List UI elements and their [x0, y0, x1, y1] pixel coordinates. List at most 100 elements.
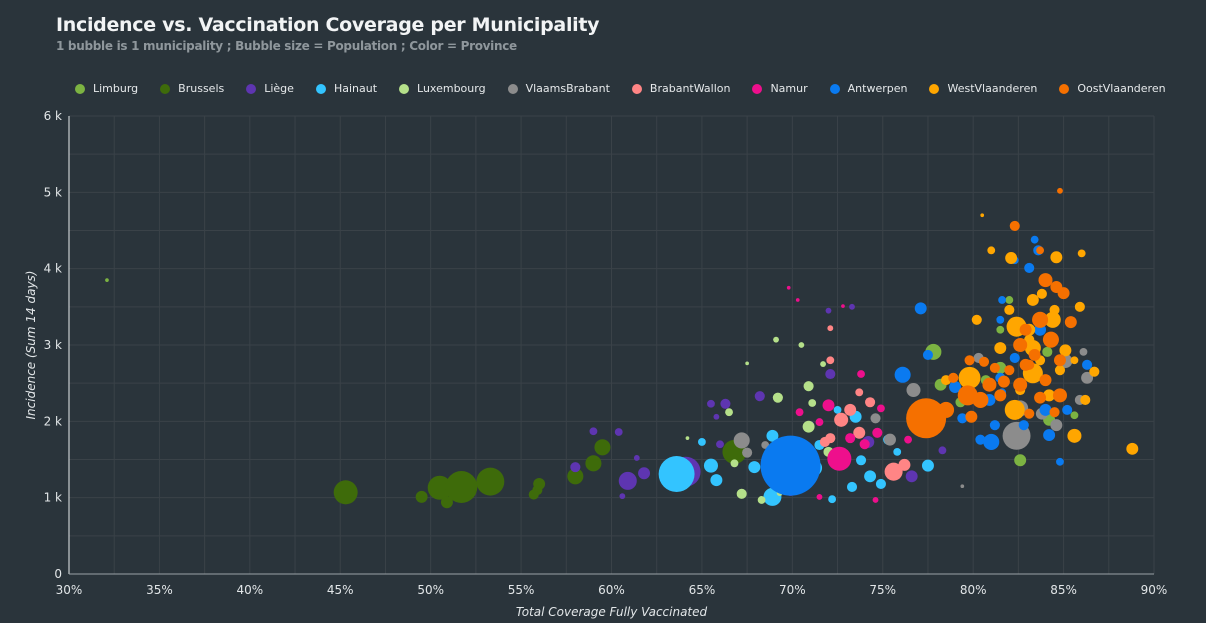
bubble-limburg — [1042, 346, 1053, 357]
bubble-antwerpen — [914, 302, 927, 315]
bubble-oostvlaanderen — [1057, 287, 1070, 300]
legend-label: Luxembourg — [417, 82, 486, 95]
bubble-namur — [841, 304, 845, 308]
bubble-oostvlaanderen — [1019, 323, 1032, 336]
legend-item-oostvlaanderen[interactable]: OostVlaanderen — [1059, 82, 1166, 95]
bubble-oostvlaanderen — [938, 401, 955, 418]
bubble-brussels — [528, 489, 539, 500]
bubble-westvlaanderen — [971, 314, 982, 325]
x-tick-label: 80% — [960, 583, 987, 597]
bubble-liège — [849, 303, 855, 310]
legend-dot-icon — [829, 83, 840, 94]
bubble-hainaut — [710, 474, 723, 487]
bubble-westvlaanderen — [987, 246, 996, 255]
bubble-luxembourg — [798, 342, 805, 348]
legend-label: Liège — [264, 82, 294, 95]
x-tick-label: 40% — [236, 583, 263, 597]
bubble-antwerpen — [1056, 457, 1064, 466]
legend-item-antwerpen[interactable]: Antwerpen — [829, 82, 907, 95]
bubble-namur — [904, 435, 912, 444]
bubble-oostvlaanderen — [1057, 187, 1063, 194]
bubble-oostvlaanderen — [1038, 273, 1053, 288]
bubble-westvlaanderen — [1043, 389, 1056, 402]
legend-item-luxembourg[interactable]: Luxembourg — [399, 82, 486, 95]
bubble-antwerpen — [989, 420, 1000, 431]
x-tick-label: 90% — [1141, 583, 1168, 597]
bubble-hainaut — [658, 456, 695, 492]
bubble-westvlaanderen — [1070, 356, 1079, 365]
bubble-westvlaanderen — [1036, 288, 1047, 299]
bubble-oostvlaanderen — [1064, 316, 1077, 329]
bubble-namur — [786, 285, 791, 290]
bubble-liège — [716, 440, 724, 449]
bubble-antwerpen — [957, 413, 968, 424]
bubble-antwerpen — [1062, 404, 1073, 415]
bubble-hainaut — [921, 459, 934, 472]
bubble-oostvlaanderen — [1024, 408, 1035, 419]
legend-item-hainaut[interactable]: Hainaut — [315, 82, 378, 95]
legend-dot-icon — [929, 83, 940, 94]
y-tick-label: 0 — [54, 567, 62, 581]
bubble-hainaut — [856, 455, 867, 466]
legend-item-namur[interactable]: Namur — [752, 82, 808, 95]
bubble-hainaut — [748, 461, 761, 474]
bubble-luxembourg — [745, 361, 749, 366]
bubble-vlaamsbrabant — [1081, 371, 1094, 384]
bubble-hainaut — [846, 481, 858, 493]
legend-item-liège[interactable]: Liège — [246, 82, 294, 95]
bubble-antwerpen — [1009, 352, 1020, 364]
legend-label: WestVlaanderen — [947, 82, 1038, 95]
bubble-brussels — [533, 477, 546, 490]
bubble-oostvlaanderen — [1042, 331, 1059, 348]
bubble-westvlaanderen — [1067, 428, 1082, 443]
bubble-oostvlaanderen — [1052, 388, 1067, 403]
bubble-luxembourg — [736, 488, 747, 499]
bubble-luxembourg — [725, 408, 733, 417]
bubble-luxembourg — [802, 420, 815, 433]
bubble-oostvlaanderen — [1009, 220, 1020, 231]
bubble-westvlaanderen — [1026, 293, 1039, 306]
bubble-vlaamsbrabant — [884, 433, 896, 446]
bubble-limburg — [1005, 296, 1014, 304]
bubble-namur — [816, 493, 823, 500]
legend-item-brabantwallon[interactable]: BrabantWallon — [631, 82, 730, 95]
x-tick-label: 85% — [1050, 583, 1077, 597]
bubble-brabantwallon — [827, 325, 834, 332]
legend-dot-icon — [399, 83, 410, 94]
bubble-westvlaanderen — [1077, 249, 1086, 258]
bubble-antwerpen — [1030, 235, 1039, 244]
bubble-namur — [859, 439, 870, 450]
bubble-vlaamsbrabant — [870, 413, 881, 424]
bubble-brabantwallon — [826, 356, 835, 365]
legend-label: Namur — [770, 82, 808, 95]
bubble-brabantwallon — [865, 397, 876, 408]
x-tick-label: 45% — [327, 583, 354, 597]
bubble-brabantwallon — [898, 458, 911, 471]
bubble-hainaut — [698, 438, 706, 446]
bubble-limburg — [1014, 454, 1027, 467]
bubble-westvlaanderen — [1080, 394, 1091, 406]
legend-label: Hainaut — [333, 82, 378, 95]
legend-item-westvlaanderen[interactable]: WestVlaanderen — [929, 82, 1037, 95]
bubble-namur — [845, 433, 856, 444]
bubble-westvlaanderen — [1054, 365, 1066, 376]
bubble-vlaamsbrabant — [1050, 419, 1063, 432]
legend-label: OostVlaanderen — [1077, 82, 1166, 95]
bubble-brussels — [440, 496, 453, 509]
legend-item-brussels[interactable]: Brussels — [160, 82, 224, 95]
bubble-hainaut — [893, 447, 902, 456]
bubble-namur — [827, 446, 852, 471]
x-tick-label: 30% — [56, 583, 83, 597]
legend-item-limburg[interactable]: Limburg — [75, 82, 138, 95]
bubble-liège — [638, 467, 651, 480]
bubble-limburg — [105, 278, 109, 282]
x-tick-label: 75% — [869, 583, 896, 597]
y-tick-label: 4 k — [44, 262, 62, 276]
y-axis-label: Incidence (Sum 14 days) — [24, 271, 38, 420]
bubble-namur — [815, 418, 824, 427]
bubble-liège — [905, 470, 918, 483]
bubble-antwerpen — [760, 435, 821, 496]
bubble-oostvlaanderen — [997, 375, 1010, 388]
legend-item-vlaamsbrabant[interactable]: VlaamsBrabant — [507, 82, 610, 95]
